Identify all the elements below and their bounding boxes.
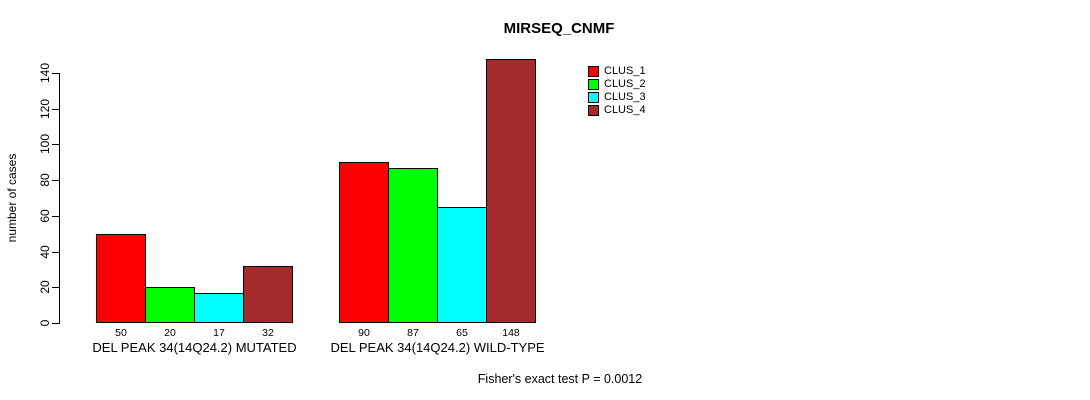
legend-label: CLUS_4: [604, 104, 646, 116]
bar-value-label: 32: [262, 327, 274, 339]
y-tick-label: 60: [38, 209, 52, 223]
legend-swatch-clus_2: [588, 79, 599, 90]
y-tick: [52, 73, 59, 74]
y-axis-line: [59, 73, 60, 324]
bar-clus_3-group2: [437, 207, 487, 323]
y-tick-label: 140: [38, 62, 52, 84]
bar-value-label: 17: [213, 327, 225, 339]
y-tick-label: 100: [38, 133, 52, 155]
bar-clus_1-group1: [96, 234, 146, 323]
y-tick-label: 0: [38, 319, 52, 327]
bar-clus_4-group2: [486, 59, 536, 323]
legend-label: CLUS_3: [604, 91, 646, 103]
y-tick-label: 40: [38, 245, 52, 259]
y-tick: [52, 180, 59, 181]
y-tick-label: 20: [38, 280, 52, 294]
chart-title: MIRSEQ_CNMF: [503, 20, 615, 37]
legend-swatch-clus_3: [588, 92, 599, 103]
y-tick: [52, 216, 59, 217]
legend-swatch-clus_1: [588, 66, 599, 77]
y-tick: [52, 287, 59, 288]
fisher-test-annotation: Fisher's exact test P = 0.0012: [477, 372, 643, 386]
group-label: DEL PEAK 34(14Q24.2) MUTATED: [92, 340, 297, 355]
y-tick: [52, 252, 59, 253]
legend-label: CLUS_2: [604, 78, 646, 90]
bar-value-label: 87: [407, 327, 419, 339]
bar-clus_3-group1: [194, 293, 244, 323]
y-tick-label: 80: [38, 173, 52, 187]
bar-value-label: 148: [502, 327, 520, 339]
y-tick: [52, 109, 59, 110]
group-label: DEL PEAK 34(14Q24.2) WILD-TYPE: [330, 340, 545, 355]
bar-clus_2-group1: [145, 287, 195, 323]
legend-label: CLUS_1: [604, 65, 646, 77]
y-tick: [52, 323, 59, 324]
bar-value-label: 20: [164, 327, 176, 339]
bar-value-label: 90: [358, 327, 370, 339]
y-tick-label: 120: [38, 98, 52, 120]
legend-swatch-clus_4: [588, 105, 599, 116]
bar-value-label: 65: [456, 327, 468, 339]
bar-clus_2-group2: [388, 168, 438, 323]
bar-clus_4-group1: [243, 266, 293, 323]
y-tick: [52, 144, 59, 145]
bar-value-label: 50: [115, 327, 127, 339]
bar-clus_1-group2: [339, 162, 389, 323]
y-axis-label: number of cases: [5, 153, 19, 243]
